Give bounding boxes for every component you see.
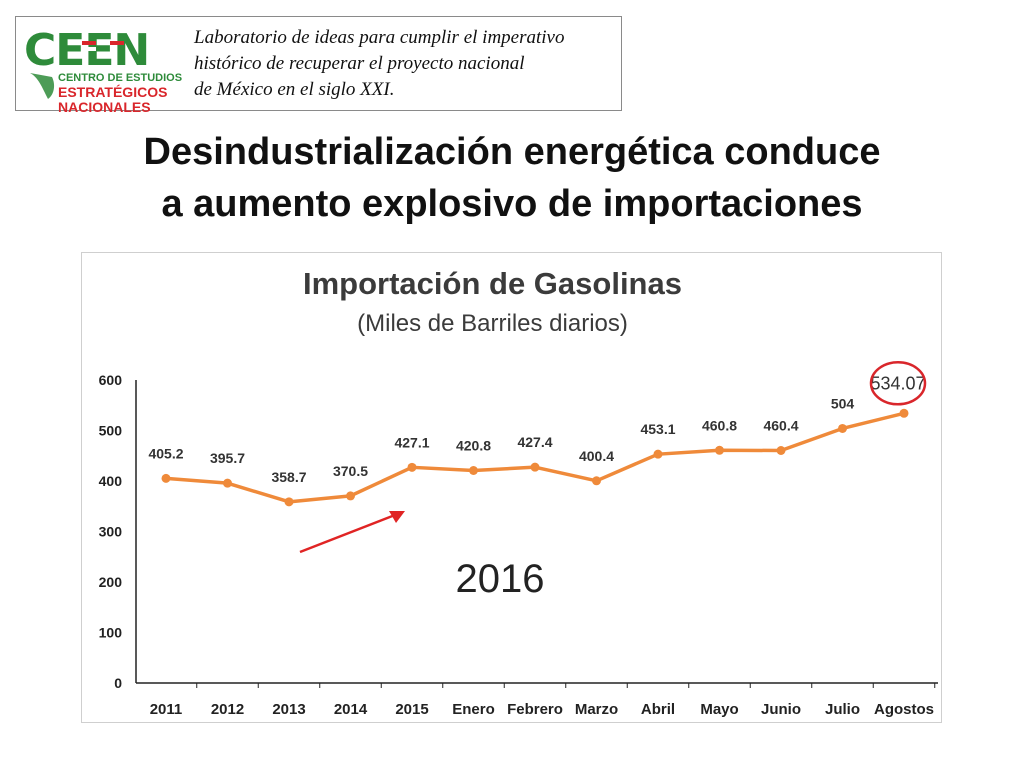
y-tick-label: 600: [99, 372, 123, 388]
data-label: 427.1: [394, 434, 429, 450]
data-label: 420.8: [456, 437, 491, 453]
x-tick-label: 2011: [150, 701, 183, 718]
x-tick-label: Junio: [761, 701, 801, 718]
x-tick-label: Agostos: [874, 701, 934, 718]
x-tick-label: Abril: [641, 701, 675, 718]
data-point: [407, 462, 417, 472]
x-tick-label: Julio: [825, 701, 860, 718]
data-point: [653, 449, 663, 459]
data-label: 534.07: [870, 373, 925, 393]
data-point: [776, 445, 786, 455]
data-point: [223, 478, 232, 488]
data-label: 504: [831, 395, 855, 411]
data-point: [530, 462, 540, 472]
data-point: [469, 465, 478, 475]
data-label: 370.5: [333, 463, 368, 479]
y-tick-label: 500: [99, 423, 123, 439]
ceen-logo: CEEN CENTRO DE ESTUDIOS ESTRATÉGICOS NAC…: [24, 25, 194, 114]
x-tick-label: Febrero: [507, 701, 563, 718]
data-point: [284, 497, 294, 507]
y-tick-label: 100: [99, 625, 123, 641]
trend-arrow-shaft: [299, 513, 396, 554]
logo-line-2: ESTRATÉGICOS: [58, 84, 168, 100]
y-tick-label: 400: [99, 473, 123, 489]
y-tick-label: 0: [114, 675, 122, 691]
x-tick-label: 2012: [211, 701, 244, 718]
tagline-line-3: de México en el siglo XXI.: [194, 79, 395, 100]
y-tick-label: 200: [99, 574, 123, 590]
data-point: [715, 445, 724, 455]
x-tick-label: 2014: [334, 701, 368, 718]
highlight-circle: [869, 361, 927, 406]
x-tick-label: 2015: [395, 701, 428, 718]
logo-line-3: NACIONALES: [58, 99, 151, 115]
data-label: 460.4: [763, 417, 798, 433]
slide-title-line-2: a aumento explosivo de importaciones: [161, 183, 863, 225]
tagline-line-2: histórico de recuperar el proyecto nacio…: [194, 53, 525, 74]
logo-tagline: Laboratorio de ideas para cumplir el imp…: [194, 25, 564, 103]
chart-subtitle: (Miles de Barriles diarios): [357, 310, 628, 337]
year-annotation: 2016: [456, 557, 545, 601]
x-tick-label: 2013: [272, 701, 305, 718]
y-tick-label: 300: [99, 524, 123, 540]
tagline-line-1: Laboratorio de ideas para cumplir el imp…: [194, 27, 565, 48]
data-point: [346, 491, 355, 501]
trend-arrow-head: [389, 511, 405, 523]
data-label: 427.4: [517, 434, 552, 450]
data-point: [899, 408, 909, 418]
data-label: 405.2: [148, 445, 183, 461]
x-tick-label: Enero: [452, 701, 495, 718]
logo-line-1: CENTRO DE ESTUDIOS: [58, 72, 183, 84]
data-label: 358.7: [271, 469, 306, 485]
slide-title: Desindustrialización energética conduce …: [0, 126, 1024, 230]
data-label: 460.8: [702, 417, 737, 433]
x-tick-label: Mayo: [700, 701, 738, 718]
logo-graphic: CEEN: [24, 25, 150, 99]
chart-title: Importación de Gasolinas: [303, 266, 682, 301]
logo-box: CEEN CENTRO DE ESTUDIOS ESTRATÉGICOS NAC…: [15, 16, 622, 114]
data-point: [592, 476, 601, 486]
data-label: 395.7: [210, 450, 245, 466]
chart-panel: [81, 252, 942, 723]
data-point: [161, 473, 171, 483]
data-label: 453.1: [640, 421, 675, 437]
slide-title-line-1: Desindustrialización energética conduce: [143, 131, 881, 173]
data-label: 400.4: [579, 448, 614, 464]
data-point: [838, 423, 847, 433]
x-tick-label: Marzo: [575, 701, 618, 718]
